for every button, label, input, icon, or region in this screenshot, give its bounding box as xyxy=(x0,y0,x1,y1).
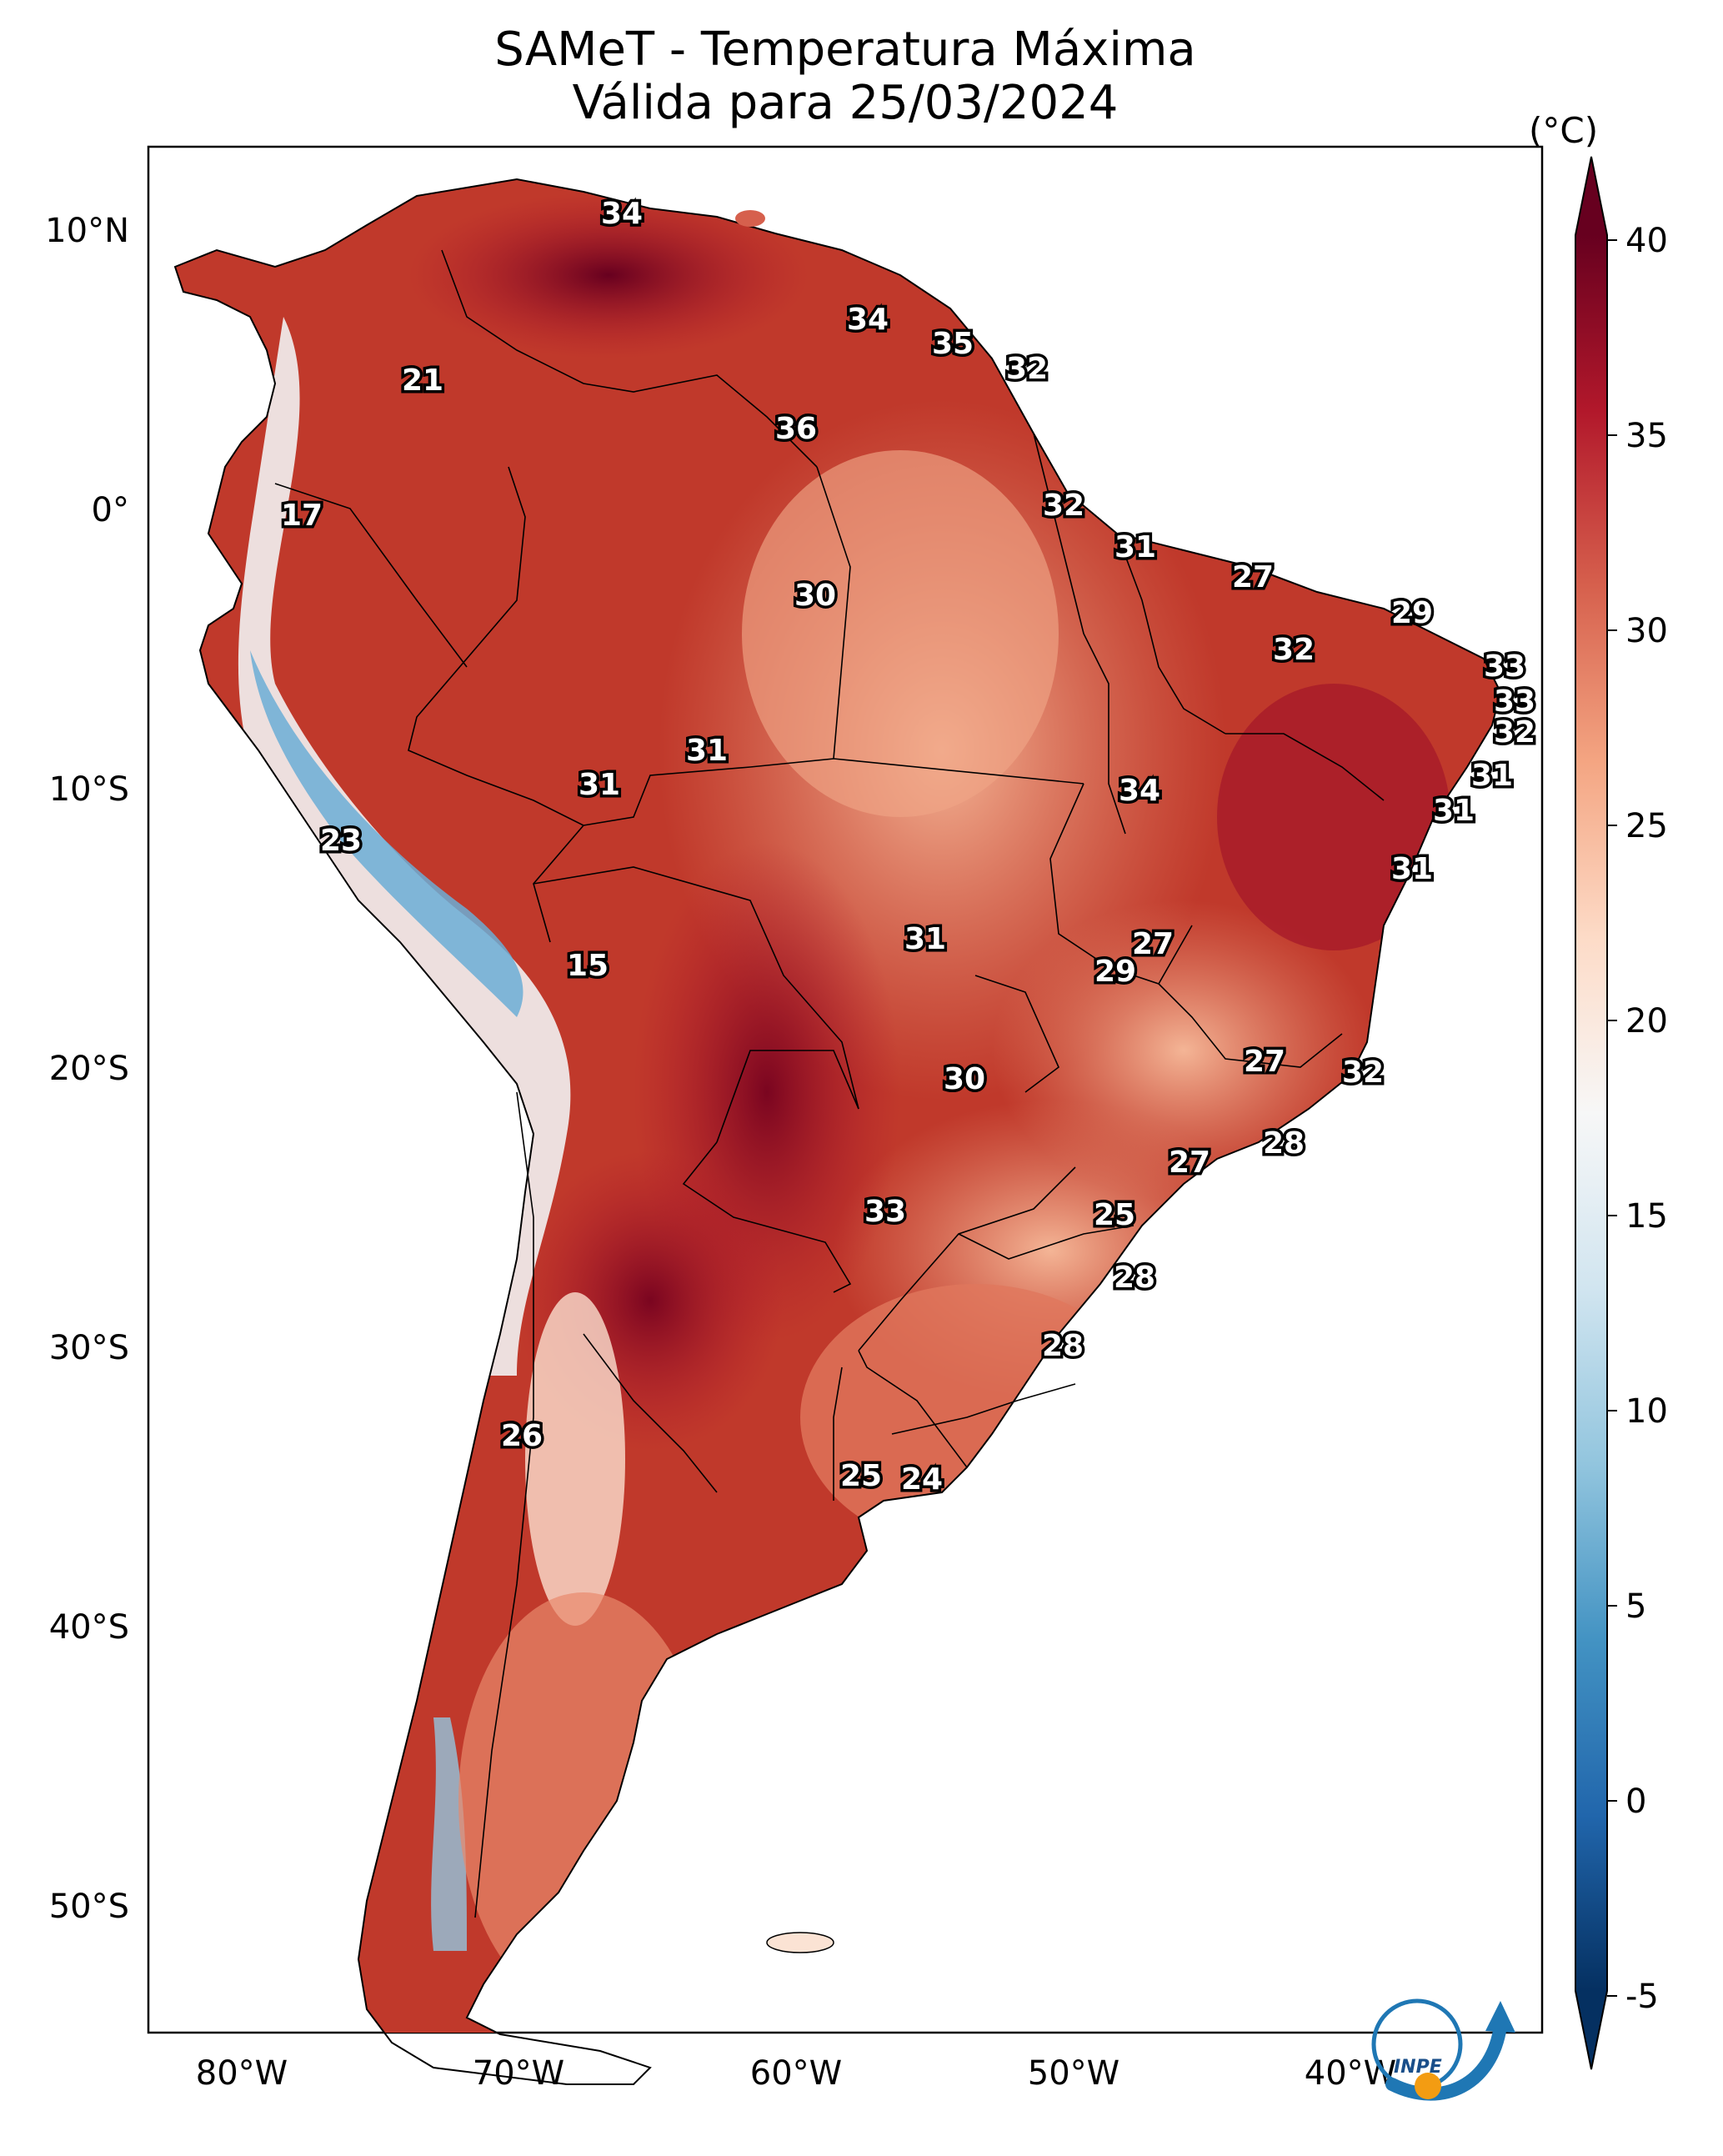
station-label: 26 xyxy=(501,1419,543,1453)
colorbar-tick-label: 20 xyxy=(1625,1002,1668,1040)
station-label: 32 xyxy=(1273,633,1315,667)
colorbar-tick-label: 25 xyxy=(1625,807,1668,845)
station-label: 28 xyxy=(1042,1329,1084,1363)
station-label: 24 xyxy=(901,1462,943,1497)
colorbar-max-arrow xyxy=(1575,157,1607,235)
station-label: 33 xyxy=(864,1195,906,1229)
station-label: 29 xyxy=(1391,596,1433,630)
station-label: 27 xyxy=(1169,1146,1210,1180)
station-label: 27 xyxy=(1232,560,1274,594)
colorbar-tick-label: 15 xyxy=(1625,1197,1668,1236)
station-label: 31 xyxy=(1114,530,1156,564)
lat-label: 0° xyxy=(92,491,129,529)
colorbar-body xyxy=(1575,235,1607,1991)
lon-label: 60°W xyxy=(750,2054,842,2093)
map-subtitle: Válida para 25/03/2024 xyxy=(572,76,1119,130)
map-title: SAMeT - Temperatura Máxima xyxy=(494,23,1196,77)
station-label: 32 xyxy=(1043,489,1084,523)
station-label: 31 xyxy=(1391,852,1433,886)
station-label: 31 xyxy=(579,768,620,802)
station-label: 34 xyxy=(601,197,643,231)
station-label: 25 xyxy=(1094,1198,1135,1232)
station-label: 30 xyxy=(944,1062,985,1096)
lat-label: 20°S xyxy=(49,1050,129,1088)
lat-label: 30°S xyxy=(49,1329,129,1367)
station-label: 34 xyxy=(847,303,889,337)
station-label: 27 xyxy=(1244,1045,1285,1079)
falkland-islands xyxy=(766,1932,834,1953)
station-label: 35 xyxy=(932,327,974,361)
lat-label: 50°S xyxy=(49,1888,129,1926)
station-label: 15 xyxy=(567,949,609,983)
lon-label: 80°W xyxy=(196,2054,288,2093)
logo-text: INPE xyxy=(1394,2057,1442,2078)
station-label: 33 xyxy=(1494,684,1535,719)
station-label: 28 xyxy=(1114,1261,1155,1295)
colorbar-tick-label: 30 xyxy=(1625,612,1668,650)
station-label: 32 xyxy=(1006,352,1048,386)
station-label: 31 xyxy=(904,922,946,956)
station-labels: 34 34 35 32 21 36 17 32 31 30 27 29 32 3… xyxy=(278,194,1539,1500)
lon-label: 50°W xyxy=(1028,2054,1119,2093)
lat-label: 40°S xyxy=(49,1608,129,1647)
station-label: 31 xyxy=(1471,759,1513,793)
station-label: 31 xyxy=(1433,794,1475,828)
station-label: 25 xyxy=(840,1459,882,1493)
lon-label: 40°W xyxy=(1305,2054,1396,2093)
station-label: 34 xyxy=(1119,774,1160,808)
colorbar-outline xyxy=(1575,156,1608,2070)
colorbar: 40 35 30 25 20 15 10 5 0 -5 xyxy=(1575,156,1668,2070)
lon-label: 70°W xyxy=(473,2054,564,2093)
colorbar-tick-label: 35 xyxy=(1625,417,1668,455)
station-label: 28 xyxy=(1263,1126,1305,1161)
country-borders xyxy=(274,249,1385,1918)
station-label: 32 xyxy=(1494,715,1535,750)
station-label: 29 xyxy=(1094,955,1136,989)
colorbar-tick-label: 40 xyxy=(1625,222,1668,260)
lon-labels: 80°W 70°W 60°W 50°W 40°W xyxy=(196,2054,1396,2093)
station-label: 36 xyxy=(775,412,817,446)
colorbar-tick-label: 0 xyxy=(1625,1782,1646,1821)
station-label: 27 xyxy=(1132,927,1174,961)
colorbar-tick-label: 10 xyxy=(1625,1392,1668,1431)
station-label: 30 xyxy=(794,579,836,613)
colorbar-unit: (°C) xyxy=(1529,110,1599,151)
colorbar-tick-label: 5 xyxy=(1625,1587,1646,1626)
trinidad-island xyxy=(735,210,765,227)
lat-labels: 10°N 0° 10°S 20°S 30°S 40°S 50°S xyxy=(45,212,129,1926)
station-label: 31 xyxy=(686,734,728,768)
inpe-logo-icon: INPE xyxy=(1371,1998,1515,2101)
station-label: 33 xyxy=(1484,649,1525,684)
station-label: 23 xyxy=(320,824,362,858)
lat-label: 10°N xyxy=(45,212,129,250)
colorbar-min-arrow xyxy=(1575,1991,1607,2069)
station-label: 17 xyxy=(281,499,323,533)
station-label: 30 xyxy=(944,1062,985,1096)
station-label: 21 xyxy=(402,364,443,398)
colorbar-tick-label: -5 xyxy=(1625,1978,1659,2016)
station-label: 32 xyxy=(1342,1055,1384,1090)
lat-label: 10°S xyxy=(49,770,129,809)
